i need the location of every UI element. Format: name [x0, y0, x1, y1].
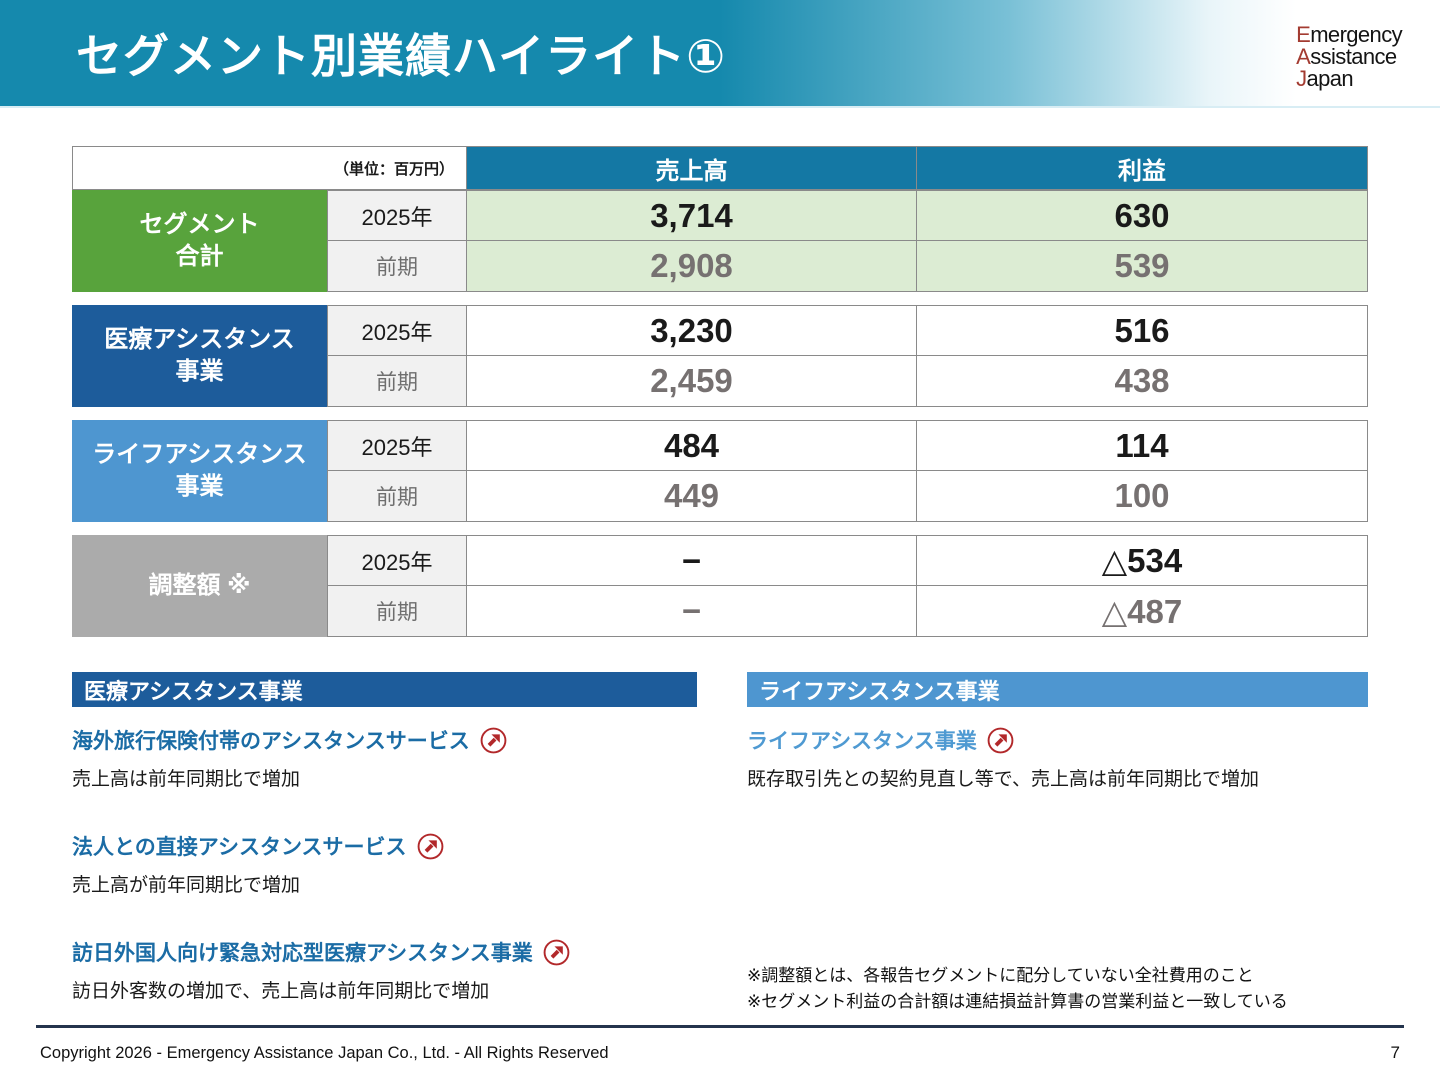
- life-profit-prior: 100: [917, 471, 1368, 522]
- total-sales-current: 3,714: [467, 190, 917, 241]
- life-profit-current: 114: [917, 420, 1368, 471]
- segment-row-adjustment: 調整額 ※ 2025年 − △534 前期 − △487: [72, 535, 1368, 637]
- total-sales-prior: 2,908: [467, 241, 917, 292]
- year-cell-current: 2025年: [327, 305, 467, 356]
- section-medical-assistance: 医療アシスタンス事業 海外旅行保険付帯のアシスタンスサービス 売上高は前年同期比…: [72, 672, 697, 1003]
- page-number: 7: [1390, 1043, 1400, 1062]
- adjustment-sales-current: −: [467, 535, 917, 586]
- year-cell-prior: 前期: [327, 241, 467, 292]
- list-item: ライフアシスタンス事業 既存取引先との契約見直し等で、売上高は前年同期比で増加: [747, 725, 1368, 791]
- item-heading: 海外旅行保険付帯のアシスタンスサービス: [72, 725, 697, 755]
- item-description: 既存取引先との契約見直し等で、売上高は前年同期比で増加: [747, 769, 1260, 790]
- total-profit-prior: 539: [917, 241, 1368, 292]
- section-life-assistance: ライフアシスタンス事業 ライフアシスタンス事業 既存取引先との契約見直し等で、売…: [747, 672, 1368, 791]
- increase-arrow-icon: [417, 833, 444, 860]
- item-heading: ライフアシスタンス事業: [747, 725, 1368, 755]
- title-banner: セグメント別業績ハイライト① Emergency Assistance Japa…: [0, 0, 1440, 108]
- year-cell-prior: 前期: [327, 471, 467, 522]
- medical-sales-prior: 2,459: [467, 356, 917, 407]
- column-header-profit: 利益: [917, 146, 1368, 190]
- increase-arrow-icon: [480, 727, 507, 754]
- item-heading: 法人との直接アシスタンスサービス: [72, 831, 697, 861]
- year-cell-prior: 前期: [327, 356, 467, 407]
- life-sales-current: 484: [467, 420, 917, 471]
- company-logo: Emergency Assistance Japan: [1296, 24, 1402, 90]
- footnotes: ※調整額とは、各報告セグメントに配分していない全社費用のこと ※セグメント利益の…: [747, 963, 1288, 1016]
- segment-row-total: セグメント 合計 2025年 3,714 630 前期 2,908 539: [72, 190, 1368, 292]
- increase-arrow-icon: [987, 727, 1014, 754]
- section-header-medical: 医療アシスタンス事業: [72, 672, 697, 707]
- adjustment-profit-current: △534: [917, 535, 1368, 586]
- column-header-sales: 売上高: [467, 146, 917, 190]
- footnote-line: ※セグメント利益の合計額は連結損益計算書の営業利益と一致している: [747, 992, 1288, 1012]
- segment-label-total: セグメント 合計: [72, 190, 327, 292]
- segment-row-medical: 医療アシスタンス 事業 2025年 3,230 516 前期 2,459 438: [72, 305, 1368, 407]
- logo-line-2: Assistance: [1296, 44, 1397, 69]
- logo-line-3: Japan: [1296, 66, 1354, 91]
- year-cell-prior: 前期: [327, 586, 467, 637]
- list-item: 法人との直接アシスタンスサービス 売上高が前年同期比で増加: [72, 831, 697, 897]
- segment-results-table: （単位：百万円） 売上高 利益 セグメント 合計 2025年 3,714 630 …: [72, 146, 1368, 637]
- list-item: 海外旅行保険付帯のアシスタンスサービス 売上高は前年同期比で増加: [72, 725, 697, 791]
- table-header-row: （単位：百万円） 売上高 利益: [72, 146, 1368, 190]
- year-cell-current: 2025年: [327, 420, 467, 471]
- year-cell-current: 2025年: [327, 535, 467, 586]
- medical-profit-current: 516: [917, 305, 1368, 356]
- adjustment-sales-prior: −: [467, 586, 917, 637]
- medical-sales-current: 3,230: [467, 305, 917, 356]
- life-sales-prior: 449: [467, 471, 917, 522]
- item-description: 売上高は前年同期比で増加: [72, 769, 301, 790]
- unit-label: （単位：百万円）: [72, 146, 467, 190]
- segment-label-adjustment: 調整額 ※: [72, 535, 327, 637]
- item-heading: 訪日外国人向け緊急対応型医療アシスタンス事業: [72, 937, 697, 967]
- footnote-line: ※調整額とは、各報告セグメントに配分していない全社費用のこと: [747, 966, 1254, 985]
- adjustment-profit-prior: △487: [917, 586, 1368, 637]
- list-item: 訪日外国人向け緊急対応型医療アシスタンス事業 訪日外客数の増加で、売上高は前年同…: [72, 937, 697, 1003]
- copyright-text: Copyright 2026 - Emergency Assistance Ja…: [40, 1044, 609, 1062]
- segment-label-medical: 医療アシスタンス 事業: [72, 305, 327, 407]
- logo-line-1: Emergency: [1296, 22, 1402, 47]
- total-profit-current: 630: [917, 190, 1368, 241]
- medical-profit-prior: 438: [917, 356, 1368, 407]
- footer-divider: [36, 1025, 1404, 1028]
- segment-label-life: ライフアシスタンス 事業: [72, 420, 327, 522]
- page-title: セグメント別業績ハイライト①: [76, 30, 727, 82]
- section-header-life: ライフアシスタンス事業: [747, 672, 1368, 707]
- increase-arrow-icon: [543, 939, 570, 966]
- item-description: 売上高が前年同期比で増加: [72, 875, 301, 896]
- item-description: 訪日外客数の増加で、売上高は前年同期比で増加: [72, 981, 490, 1002]
- segment-row-life: ライフアシスタンス 事業 2025年 484 114 前期 449 100: [72, 420, 1368, 522]
- year-cell-current: 2025年: [327, 190, 467, 241]
